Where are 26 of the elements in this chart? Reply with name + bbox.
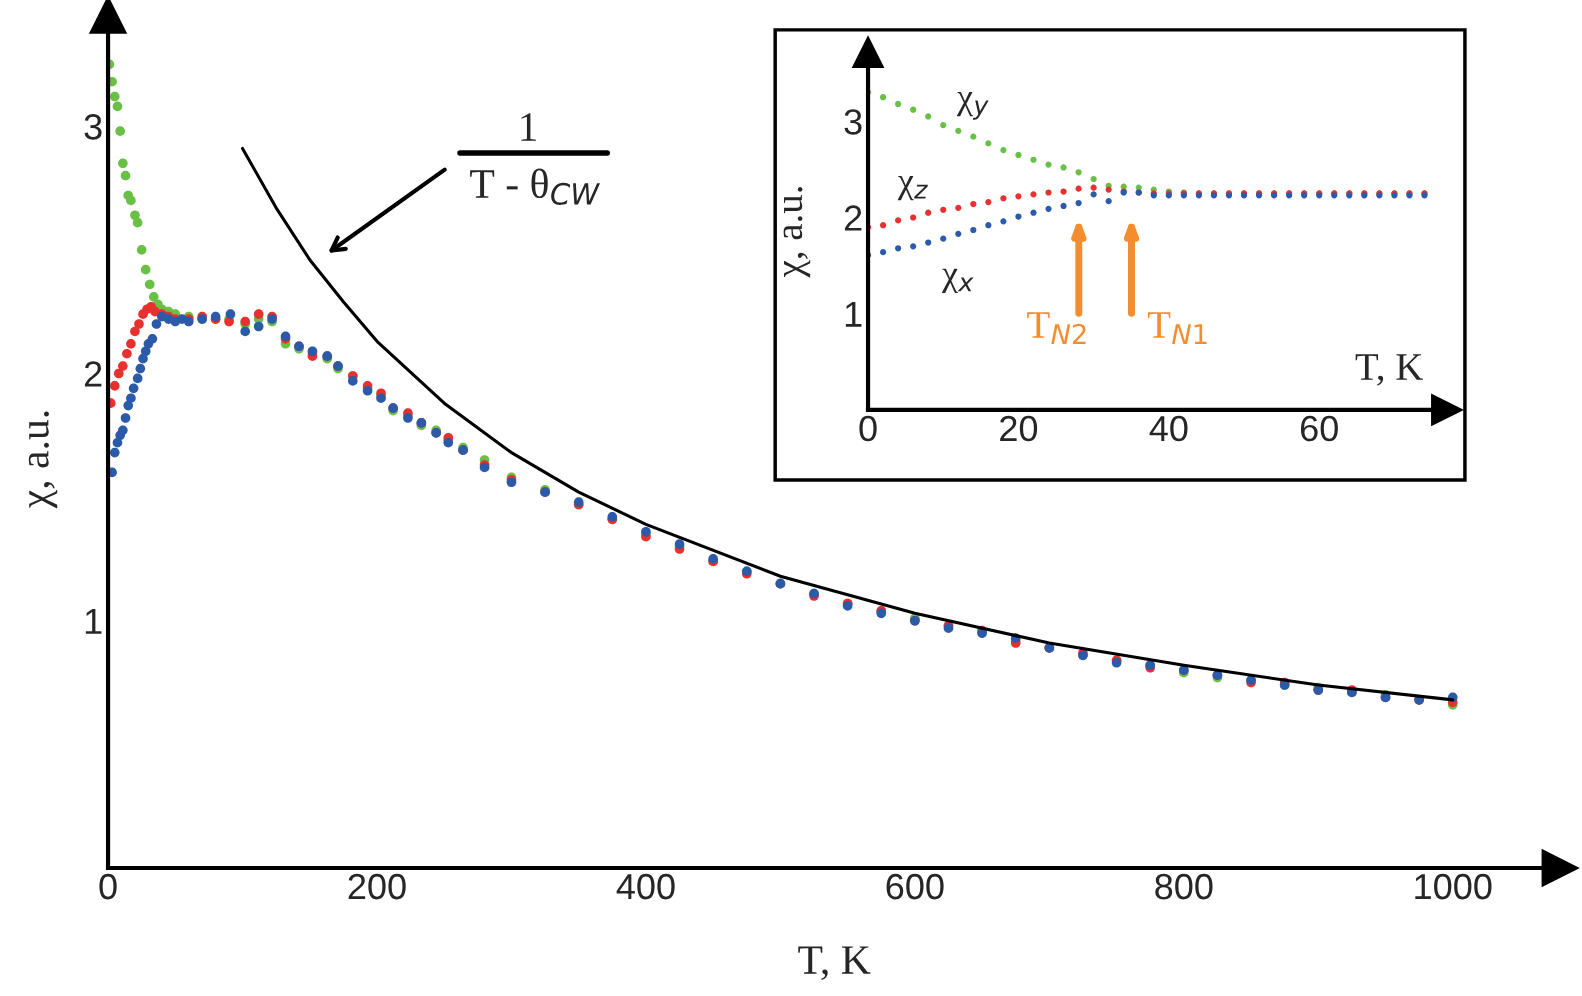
y-tick-label: 1 (845, 301, 862, 327)
x-axis-title: T, K (1355, 354, 1423, 386)
x-tick-label: 0 (859, 415, 877, 442)
annotation: T$_{N2}$ (1027, 312, 1086, 345)
x-axis-title: T, K (798, 946, 871, 981)
annotation: T$_{N1}$ (1147, 312, 1207, 345)
annotation: 1 T - θ$_{CW}$ (470, 113, 601, 205)
x-tick-label: 40 (1149, 415, 1188, 442)
y-tick-label: 3 (84, 114, 102, 140)
x-tick-label: 20 (1000, 415, 1038, 442)
series-label: χ$_{x}$ (942, 268, 974, 293)
x-tick-label: 200 (348, 873, 406, 900)
x-tick-label: 600 (886, 873, 944, 900)
y-axis-title: χ, a.u. (783, 187, 811, 278)
y-tick-label: 2 (84, 361, 102, 387)
x-tick-label: 0 (99, 873, 117, 900)
series-label: χ$_{y}$ (957, 91, 989, 120)
x-tick-label: 60 (1300, 415, 1338, 442)
y-axis-title: χ, a.u. (28, 411, 58, 509)
y-tick-label: 2 (844, 205, 862, 231)
y-tick-label: 3 (844, 109, 862, 135)
x-tick-label: 1000 (1415, 873, 1492, 900)
y-tick-label: 1 (85, 608, 102, 634)
series-label: χ$_{z}$ (897, 175, 928, 201)
x-tick-label: 800 (1155, 873, 1213, 900)
x-tick-label: 400 (616, 873, 675, 900)
